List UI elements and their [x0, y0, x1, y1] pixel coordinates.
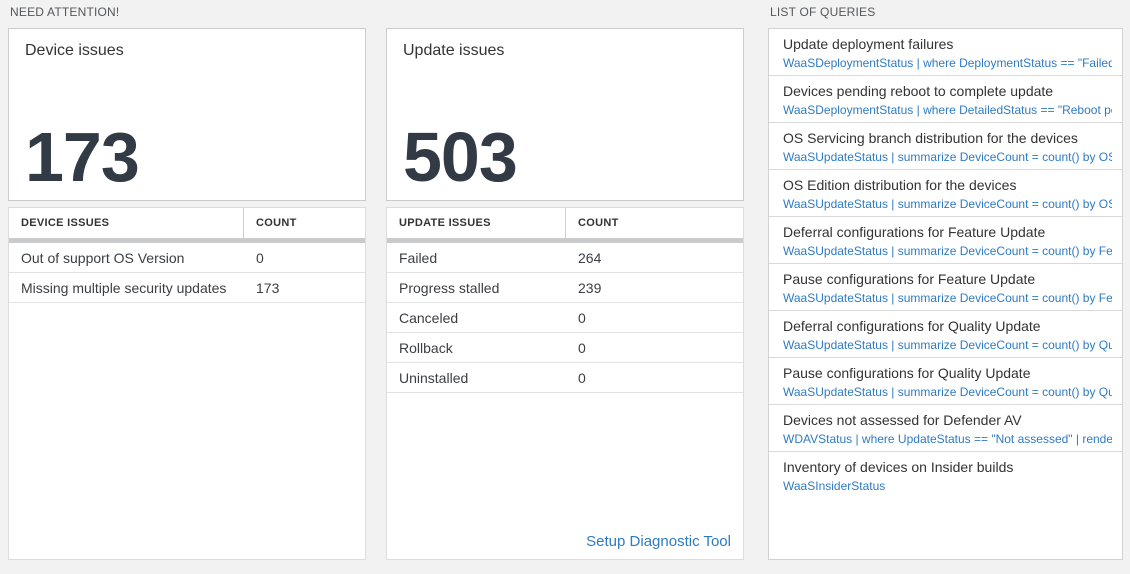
query-link[interactable]: WaaSUpdateStatus | summarize DeviceCount…: [783, 149, 1112, 164]
query-item-deferral-feature-update[interactable]: Deferral configurations for Feature Upda…: [769, 217, 1122, 264]
table-row[interactable]: Failed 264: [387, 243, 743, 273]
issue-label: Failed: [399, 249, 438, 266]
count-col-header: COUNT: [256, 217, 297, 229]
query-link[interactable]: WaaSUpdateStatus | summarize DeviceCount…: [783, 384, 1112, 399]
query-item-update-deployment-failures[interactable]: Update deployment failures WaaSDeploymen…: [769, 29, 1122, 76]
query-item-pause-feature-update[interactable]: Pause configurations for Feature Update …: [769, 264, 1122, 311]
device-issues-card-title: Device issues: [25, 42, 124, 59]
query-link[interactable]: WaaSDeploymentStatus | where DeploymentS…: [783, 55, 1112, 70]
table-header-bar: [387, 238, 743, 243]
issue-label: Rollback: [399, 339, 453, 356]
table-header-bar: [9, 238, 365, 243]
issue-count: 173: [256, 279, 280, 296]
query-item-os-edition-distribution[interactable]: OS Edition distribution for the devices …: [769, 170, 1122, 217]
issue-count: 264: [578, 249, 602, 266]
query-link[interactable]: WaaSUpdateStatus | summarize DeviceCount…: [783, 337, 1112, 352]
issue-count: 0: [578, 309, 586, 326]
device-issues-col-header: DEVICE ISSUES: [21, 217, 110, 229]
issue-count: 0: [256, 249, 264, 266]
need-attention-heading: NEED ATTENTION!: [10, 5, 120, 19]
query-link[interactable]: WaaSUpdateStatus | summarize DeviceCount…: [783, 290, 1112, 305]
list-of-queries-heading: LIST OF QUERIES: [770, 5, 876, 19]
query-title: Deferral configurations for Feature Upda…: [783, 224, 1046, 240]
query-item-pause-quality-update[interactable]: Pause configurations for Quality Update …: [769, 358, 1122, 405]
query-item-defender-av-not-assessed[interactable]: Devices not assessed for Defender AV WDA…: [769, 405, 1122, 452]
query-link[interactable]: WaaSUpdateStatus | summarize DeviceCount…: [783, 243, 1112, 258]
query-title: Inventory of devices on Insider builds: [783, 459, 1014, 475]
query-link[interactable]: WDAVStatus | where UpdateStatus == "Not …: [783, 431, 1112, 446]
query-item-devices-pending-reboot[interactable]: Devices pending reboot to complete updat…: [769, 76, 1122, 123]
issue-label: Uninstalled: [399, 369, 469, 386]
query-title: OS Servicing branch distribution for the…: [783, 130, 1078, 146]
update-issues-card[interactable]: Update issues 503: [386, 28, 744, 201]
issue-label: Missing multiple security updates: [21, 279, 227, 296]
table-row[interactable]: Progress stalled 239: [387, 273, 743, 303]
table-row[interactable]: Out of support OS Version 0: [9, 243, 365, 273]
device-issues-card[interactable]: Device issues 173: [8, 28, 366, 201]
issue-label: Out of support OS Version: [21, 249, 185, 266]
query-title: OS Edition distribution for the devices: [783, 177, 1017, 193]
update-issues-count: 503: [403, 117, 518, 196]
issue-count: 0: [578, 369, 586, 386]
query-title: Pause configurations for Feature Update: [783, 271, 1036, 287]
query-item-os-servicing-branch[interactable]: OS Servicing branch distribution for the…: [769, 123, 1122, 170]
query-title: Pause configurations for Quality Update: [783, 365, 1031, 381]
issue-label: Canceled: [399, 309, 459, 326]
count-col-header: COUNT: [578, 217, 619, 229]
query-item-insider-builds-inventory[interactable]: Inventory of devices on Insider builds W…: [769, 452, 1122, 499]
issue-label: Progress stalled: [399, 279, 500, 296]
query-item-deferral-quality-update[interactable]: Deferral configurations for Quality Upda…: [769, 311, 1122, 358]
update-issues-card-title: Update issues: [403, 42, 505, 59]
table-row[interactable]: Missing multiple security updates 173: [9, 273, 365, 303]
query-link[interactable]: WaaSDeploymentStatus | where DetailedSta…: [783, 102, 1112, 117]
query-link[interactable]: WaaSUpdateStatus | summarize DeviceCount…: [783, 196, 1112, 211]
device-issues-table-header: DEVICE ISSUES COUNT: [9, 208, 365, 238]
update-issues-col-header: UPDATE ISSUES: [399, 217, 491, 229]
query-title: Devices not assessed for Defender AV: [783, 412, 1022, 428]
device-issues-count: 173: [25, 117, 140, 196]
device-issues-table: DEVICE ISSUES COUNT Out of support OS Ve…: [8, 207, 366, 560]
queries-panel: Update deployment failures WaaSDeploymen…: [768, 28, 1123, 560]
query-title: Devices pending reboot to complete updat…: [783, 83, 1054, 99]
query-title: Deferral configurations for Quality Upda…: [783, 318, 1041, 334]
update-issues-table: UPDATE ISSUES COUNT Failed 264 Progress …: [386, 207, 744, 560]
table-row[interactable]: Rollback 0: [387, 333, 743, 363]
setup-diagnostic-tool-link[interactable]: Setup Diagnostic Tool: [586, 533, 731, 550]
issue-count: 0: [578, 339, 586, 356]
query-title: Update deployment failures: [783, 36, 954, 52]
query-link[interactable]: WaaSInsiderStatus: [783, 478, 886, 493]
issue-count: 239: [578, 279, 602, 296]
update-issues-table-header: UPDATE ISSUES COUNT: [387, 208, 743, 238]
table-row[interactable]: Canceled 0: [387, 303, 743, 333]
table-row[interactable]: Uninstalled 0: [387, 363, 743, 393]
